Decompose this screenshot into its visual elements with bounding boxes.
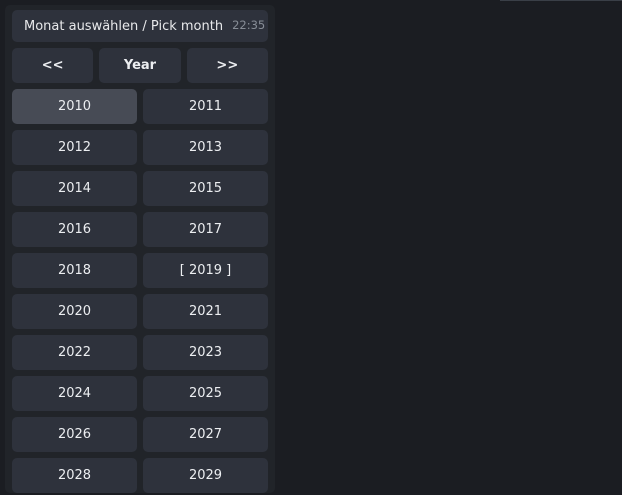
year-cell[interactable]: 2025 <box>143 376 268 411</box>
prev-period-button[interactable]: << <box>12 48 94 83</box>
year-cell[interactable]: 2013 <box>143 130 268 165</box>
year-cell[interactable]: 2029 <box>143 458 268 493</box>
year-cell[interactable]: 2010 <box>12 89 137 124</box>
year-cell[interactable]: 2022 <box>12 335 137 370</box>
picker-nav-row: << Year >> <box>12 48 268 83</box>
year-cell[interactable]: 2014 <box>12 171 137 206</box>
picker-clock-label: 22:35 <box>232 18 266 33</box>
picker-title: Monat auswählen / Pick month <box>24 18 224 34</box>
year-cell[interactable]: 2021 <box>143 294 268 329</box>
month-year-picker-panel: Monat auswählen / Pick month 22:35 << Ye… <box>5 5 275 493</box>
picker-header: Monat auswählen / Pick month 22:35 <box>12 10 268 42</box>
year-cell[interactable]: 2023 <box>143 335 268 370</box>
year-cell[interactable]: [ 2019 ] <box>143 253 268 288</box>
top-edge-hairline <box>500 0 622 1</box>
view-mode-button[interactable]: Year <box>99 48 181 83</box>
year-cell[interactable]: 2011 <box>143 89 268 124</box>
year-cell[interactable]: 2012 <box>12 130 137 165</box>
year-cell[interactable]: 2026 <box>12 417 137 452</box>
year-cell[interactable]: 2027 <box>143 417 268 452</box>
year-grid: 2010 2011 2012 2013 2014 2015 2016 2017 2018[ 20… <box>12 89 268 493</box>
next-period-button[interactable]: >> <box>186 48 268 83</box>
year-cell[interactable]: 2015 <box>143 171 268 206</box>
year-cell[interactable]: 2028 <box>12 458 137 493</box>
year-cell[interactable]: 2016 <box>12 212 137 247</box>
year-cell[interactable]: 2017 <box>143 212 268 247</box>
year-cell[interactable]: 2020 <box>12 294 137 329</box>
year-cell[interactable]: 2024 <box>12 376 137 411</box>
year-cell[interactable]: 2018 <box>12 253 137 288</box>
